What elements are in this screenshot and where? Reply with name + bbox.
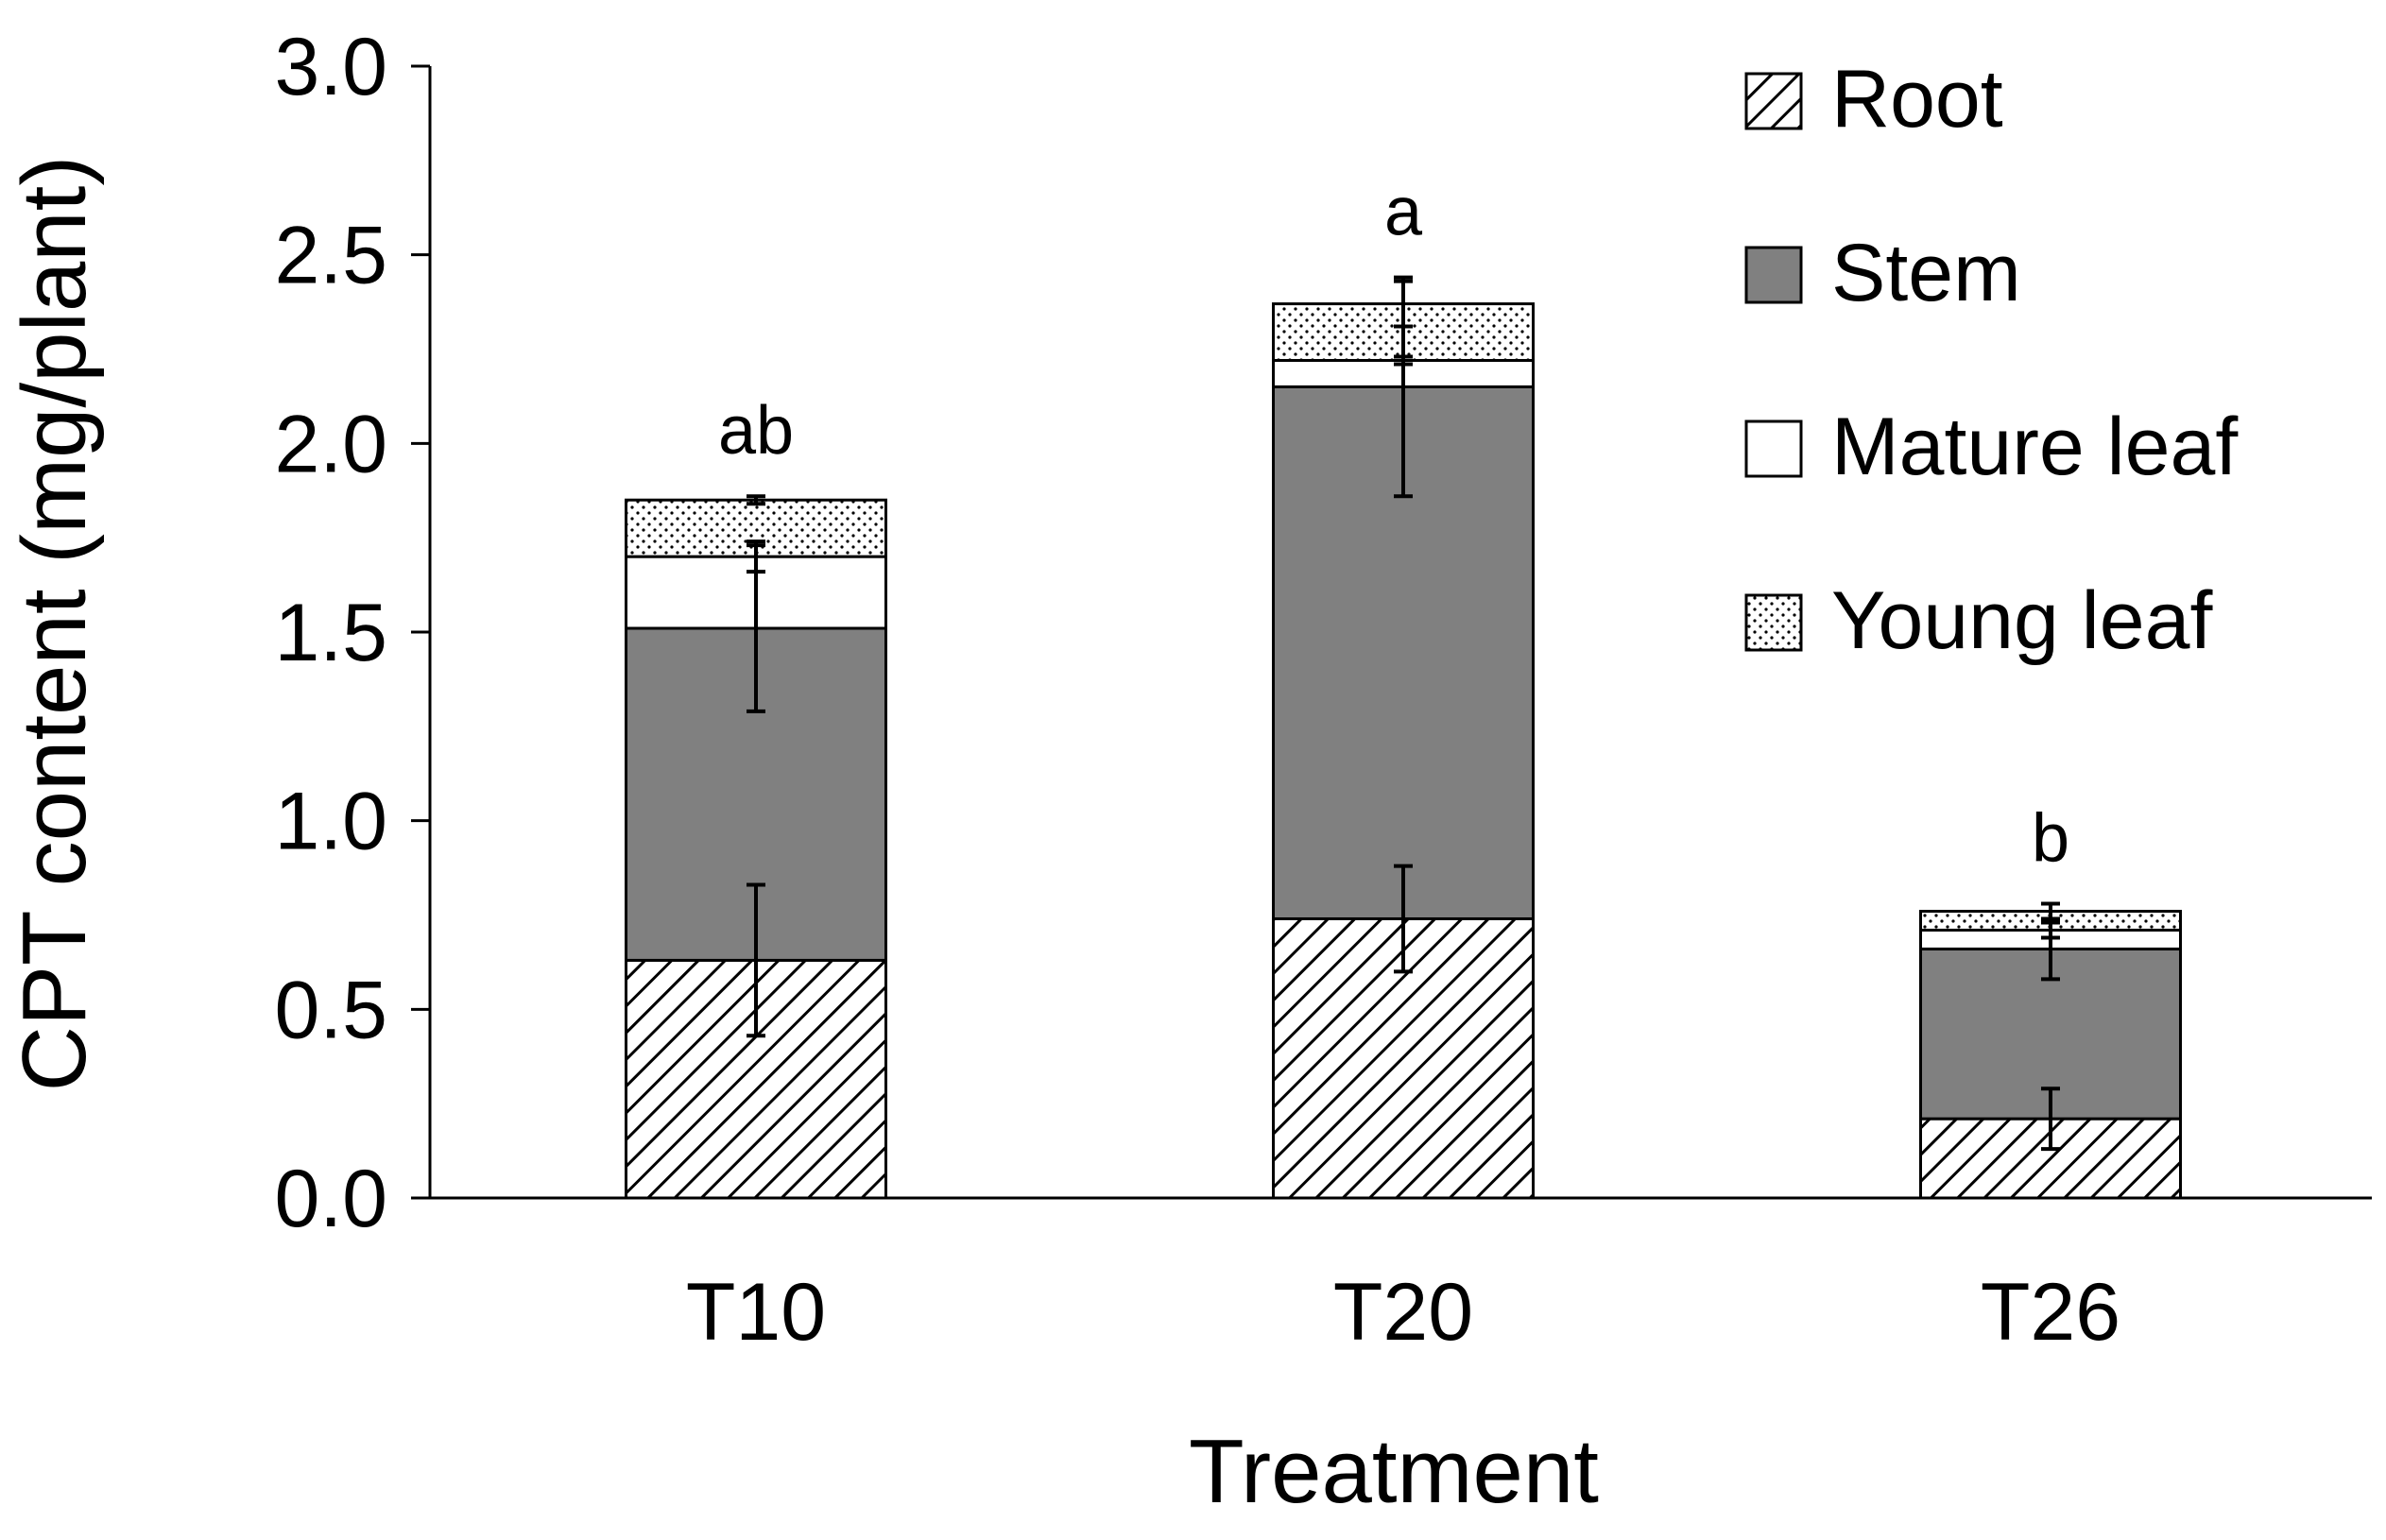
significance-label-t20: a [1384,175,1423,250]
legend-label-young-leaf: Young leaf [1831,575,2213,666]
y-axis-title: CPT content (mg/plant) [4,156,105,1092]
legend-label-root: Root [1831,54,2003,145]
y-tick-label: 2.0 [274,399,387,489]
y-tick-label: 0.0 [274,1154,387,1244]
legend-swatch-stem [1744,246,1803,304]
significance-label-t10: ab [718,393,794,469]
x-tick-label-t10: T10 [686,1267,826,1358]
legend-swatch-mature-leaf [1744,419,1803,478]
legend-label-mature-leaf: Mature leaf [1831,402,2239,492]
significance-label-t26: b [2032,801,2069,877]
legend-swatch-root [1744,72,1803,130]
legend-label-stem: Stem [1831,228,2021,318]
x-tick-label-t26: T26 [1981,1267,2120,1358]
y-tick-label: 1.5 [274,588,387,678]
y-tick-label: 0.5 [274,965,387,1055]
legend: Root Stem Mature leaf Young leaf [1744,54,2239,666]
x-axis-title: Treatment [1189,1421,1599,1522]
x-tick-label-t20: T20 [1333,1267,1473,1358]
legend-swatch-young-leaf [1744,593,1803,652]
y-tick-label: 1.0 [274,777,387,867]
y-tick-label: 2.5 [274,211,387,301]
plot-area: 0.0 0.5 1.0 1.5 2.0 2.5 3.0 ab T10 a T20 b T26 [274,22,2372,1358]
y-tick-label: 3.0 [274,22,387,112]
